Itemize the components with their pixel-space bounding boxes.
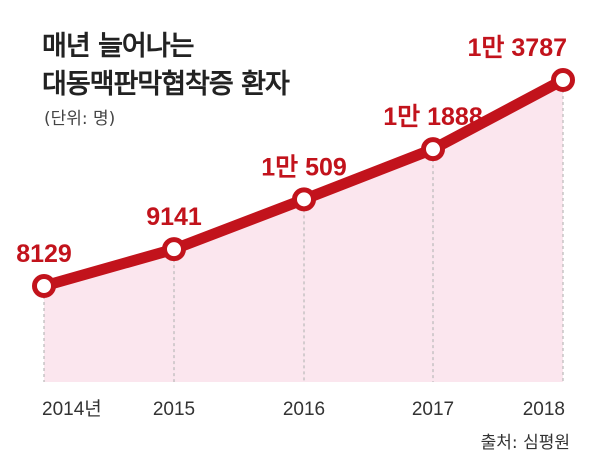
- chart-title-line2: 대동맥판막협착증 환자: [42, 69, 290, 100]
- x-tick-label: 2014년: [42, 398, 102, 420]
- data-label: 9141: [146, 203, 202, 231]
- source-label: 출처: 심평원: [480, 433, 570, 453]
- unit-label: (단위: 명): [44, 109, 116, 129]
- x-tick-label: 2018: [523, 399, 565, 420]
- data-point: [421, 137, 445, 162]
- data-label: 1만 3787: [468, 34, 567, 62]
- data-label: 8129: [16, 240, 72, 268]
- data-point: [292, 187, 316, 212]
- x-tick-label: 2016: [283, 399, 325, 420]
- data-label: 1만 1888: [383, 103, 483, 131]
- data-point: [162, 237, 186, 262]
- x-tick-label: 2017: [412, 399, 454, 420]
- chart-title-line1: 매년 늘어나는: [42, 31, 194, 62]
- x-tick-label: 2015: [153, 399, 195, 420]
- data-point: [551, 68, 575, 92]
- data-label: 1만 509: [261, 153, 347, 181]
- data-point: [32, 274, 56, 298]
